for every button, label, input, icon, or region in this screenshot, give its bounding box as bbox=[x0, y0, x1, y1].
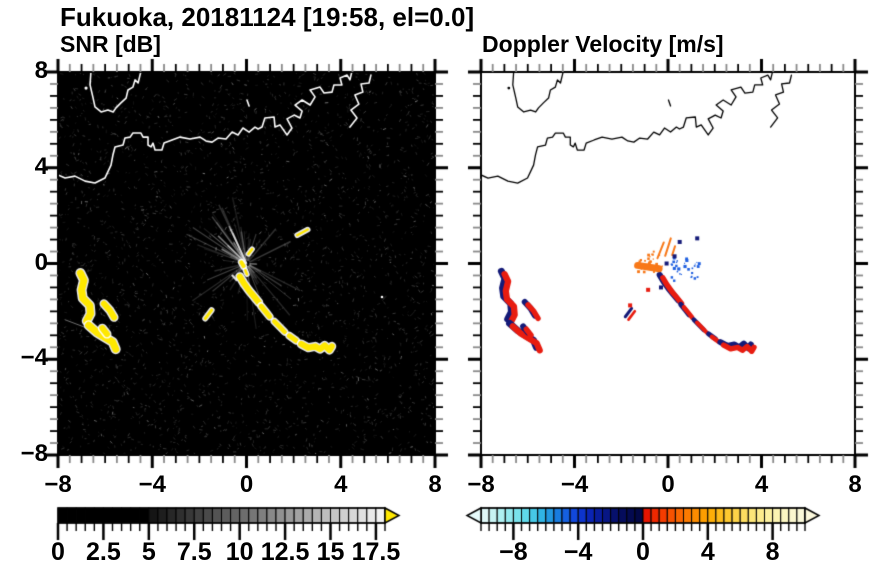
tick-label: 4 bbox=[34, 152, 48, 180]
tick-label: 0 bbox=[51, 538, 65, 566]
tick-label: 10 bbox=[225, 538, 254, 566]
tick-label: 0 bbox=[239, 471, 254, 498]
tick-label: 0 bbox=[636, 538, 650, 566]
velocity-panel-title: Doppler Velocity [m/s] bbox=[482, 31, 724, 57]
tick-label: 12.5 bbox=[260, 538, 310, 566]
tick-label: 2.5 bbox=[86, 538, 121, 566]
tick-label: 4 bbox=[700, 538, 715, 566]
tick-label: 4 bbox=[754, 471, 769, 498]
tick-label: 8 bbox=[765, 538, 780, 566]
tick-label: 7.5 bbox=[176, 538, 212, 566]
tick-label: 8 bbox=[34, 57, 48, 84]
tick-label: 5 bbox=[141, 538, 156, 566]
tick-label: −8 bbox=[20, 440, 48, 467]
tick-label: −8 bbox=[499, 538, 528, 566]
tick-label: 8 bbox=[428, 471, 442, 498]
tick-label: 17.5 bbox=[351, 538, 401, 566]
tick-label: 0 bbox=[661, 471, 675, 498]
tick-label: −4 bbox=[563, 538, 593, 566]
tick-label: −8 bbox=[44, 471, 72, 498]
figure-title: Fukuoka, 20181124 [19:58, el=0.0] bbox=[60, 2, 475, 32]
tick-label: 8 bbox=[848, 471, 862, 498]
tick-label: −4 bbox=[560, 471, 589, 498]
tick-label: 15 bbox=[316, 538, 345, 566]
tick-label: −8 bbox=[467, 471, 495, 498]
snr-panel-title: SNR [dB] bbox=[60, 31, 161, 57]
tick-label: −4 bbox=[20, 344, 48, 372]
tick-label: 4 bbox=[334, 471, 348, 498]
tick-label: 0 bbox=[34, 248, 48, 276]
tick-label: −4 bbox=[138, 471, 166, 498]
